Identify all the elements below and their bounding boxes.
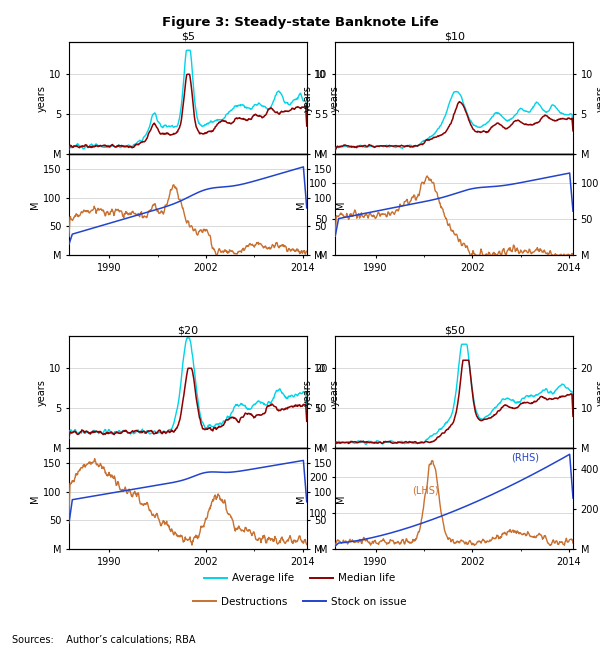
Y-axis label: M: M bbox=[30, 201, 40, 209]
Y-axis label: M: M bbox=[296, 201, 307, 209]
Title: $10: $10 bbox=[443, 31, 464, 42]
Y-axis label: years: years bbox=[37, 379, 46, 406]
Legend: Average life, Median life: Average life, Median life bbox=[200, 569, 400, 588]
Title: $20: $20 bbox=[178, 326, 199, 335]
Legend: Destructions, Stock on issue: Destructions, Stock on issue bbox=[189, 593, 411, 611]
Y-axis label: years: years bbox=[329, 85, 340, 112]
Title: $50: $50 bbox=[443, 326, 464, 335]
Y-axis label: years: years bbox=[302, 85, 313, 112]
Y-axis label: M: M bbox=[335, 495, 346, 503]
Y-axis label: M: M bbox=[296, 495, 307, 503]
Title: $5: $5 bbox=[181, 31, 195, 42]
Y-axis label: years: years bbox=[37, 85, 46, 112]
Text: (LHS): (LHS) bbox=[412, 486, 439, 496]
Y-axis label: years: years bbox=[329, 379, 340, 406]
Y-axis label: M: M bbox=[335, 201, 346, 209]
Text: (RHS): (RHS) bbox=[511, 452, 539, 462]
Y-axis label: years: years bbox=[302, 379, 313, 406]
Y-axis label: years: years bbox=[596, 379, 600, 406]
Y-axis label: M: M bbox=[30, 495, 40, 503]
Text: Figure 3: Steady-state Banknote Life: Figure 3: Steady-state Banknote Life bbox=[161, 16, 439, 29]
Y-axis label: years: years bbox=[596, 85, 600, 112]
Text: Sources:    Author’s calculations; RBA: Sources: Author’s calculations; RBA bbox=[12, 635, 196, 645]
